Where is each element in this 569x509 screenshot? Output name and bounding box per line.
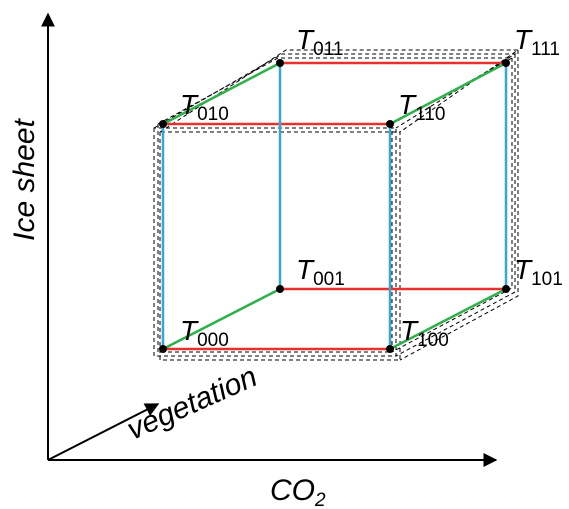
vertex-label-100: T100	[400, 315, 449, 351]
dashed-outlines	[153, 49, 520, 361]
vertex-label-000: T000	[180, 315, 229, 351]
vegetation-axis-label: vegetation	[122, 360, 262, 446]
vertex-dots	[159, 59, 510, 353]
co2-axis-label: CO2	[270, 474, 326, 509]
vertex-label-101: T101	[514, 254, 563, 290]
cube-edges	[161, 61, 508, 351]
vertex-dot-001	[276, 285, 284, 293]
vertex-label-001: T001	[296, 254, 345, 290]
edge-vegetation	[161, 287, 282, 351]
dashed-cube-outline-3	[159, 49, 520, 361]
edge-vegetation	[161, 61, 282, 126]
vertex-labels: T000 T100 T010 T110 T001 T101 T011 T111	[180, 24, 563, 351]
vertex-label-011: T011	[296, 24, 343, 60]
vertex-label-110: T110	[398, 89, 445, 125]
vertex-dot-111	[502, 59, 510, 67]
axes	[41, 12, 498, 467]
vertex-label-111: T111	[514, 24, 560, 60]
vegetation-axis	[47, 403, 160, 461]
vertex-dot-101	[502, 285, 510, 293]
ice-sheet-axis-label: Ice sheet	[8, 117, 41, 240]
edge-vegetation	[388, 61, 508, 126]
vertex-dot-000	[159, 345, 167, 353]
vertex-dot-010	[159, 120, 167, 128]
dashed-cube-outline-1	[157, 57, 513, 353]
edge-vegetation	[388, 287, 508, 351]
vertex-label-010: T010	[180, 89, 229, 125]
vertex-dot-100	[386, 345, 394, 353]
vertex-dot-011	[276, 59, 284, 67]
vertex-dot-110	[386, 120, 394, 128]
dashed-cube-outline-2	[153, 53, 517, 357]
